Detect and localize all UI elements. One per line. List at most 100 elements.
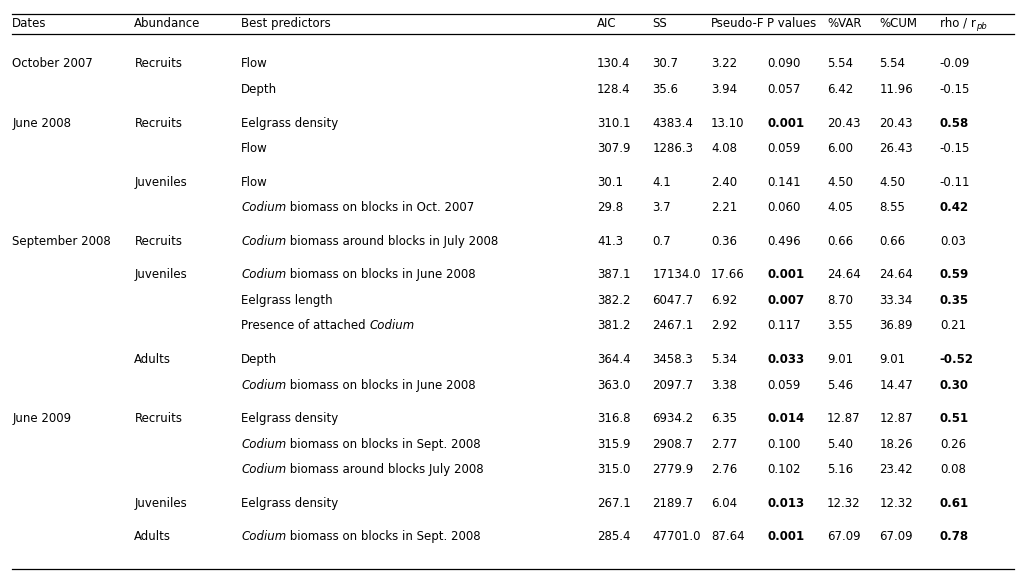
- Text: Recruits: Recruits: [134, 412, 183, 425]
- Text: 0.21: 0.21: [940, 320, 965, 332]
- Text: %VAR: %VAR: [827, 17, 862, 30]
- Text: 0.001: 0.001: [767, 116, 804, 130]
- Text: 130.4: 130.4: [597, 57, 631, 71]
- Text: 307.9: 307.9: [597, 142, 631, 155]
- Text: AIC: AIC: [597, 17, 617, 30]
- Text: 6047.7: 6047.7: [653, 294, 694, 307]
- Text: Codium: Codium: [241, 201, 286, 214]
- Text: Flow: Flow: [241, 57, 268, 71]
- Text: 0.61: 0.61: [940, 497, 969, 510]
- Text: 0.007: 0.007: [767, 294, 804, 307]
- Text: 2097.7: 2097.7: [653, 379, 694, 391]
- Text: 0.36: 0.36: [711, 234, 737, 248]
- Text: 0.26: 0.26: [940, 438, 965, 450]
- Text: 0.35: 0.35: [940, 294, 969, 307]
- Text: 5.40: 5.40: [827, 438, 853, 450]
- Text: 382.2: 382.2: [597, 294, 631, 307]
- Text: 316.8: 316.8: [597, 412, 631, 425]
- Text: Best predictors: Best predictors: [241, 17, 330, 30]
- Text: biomass on blocks in June 2008: biomass on blocks in June 2008: [286, 268, 476, 281]
- Text: Abundance: Abundance: [134, 17, 201, 30]
- Text: October 2007: October 2007: [12, 57, 93, 71]
- Text: 0.496: 0.496: [767, 234, 801, 248]
- Text: 128.4: 128.4: [597, 83, 631, 96]
- Text: 12.87: 12.87: [879, 412, 913, 425]
- Text: biomass on blocks in Oct. 2007: biomass on blocks in Oct. 2007: [286, 201, 475, 214]
- Text: biomass around blocks in July 2008: biomass around blocks in July 2008: [286, 234, 499, 248]
- Text: biomass on blocks in June 2008: biomass on blocks in June 2008: [286, 379, 476, 391]
- Text: Flow: Flow: [241, 175, 268, 189]
- Text: 5.54: 5.54: [827, 57, 853, 71]
- Text: Codium: Codium: [241, 234, 286, 248]
- Text: 0.51: 0.51: [940, 412, 969, 425]
- Text: 30.7: 30.7: [653, 57, 678, 71]
- Text: 0.30: 0.30: [940, 379, 969, 391]
- Text: 18.26: 18.26: [879, 438, 913, 450]
- Text: 4.1: 4.1: [653, 175, 671, 189]
- Text: 6.00: 6.00: [827, 142, 853, 155]
- Text: June 2009: June 2009: [12, 412, 72, 425]
- Text: -0.09: -0.09: [940, 57, 971, 71]
- Text: Codium: Codium: [241, 463, 286, 477]
- Text: 47701.0: 47701.0: [653, 530, 701, 543]
- Text: 4.50: 4.50: [879, 175, 905, 189]
- Text: 0.141: 0.141: [767, 175, 801, 189]
- Text: Juveniles: Juveniles: [134, 175, 187, 189]
- Text: -0.11: -0.11: [940, 175, 971, 189]
- Text: 0.059: 0.059: [767, 142, 801, 155]
- Text: Depth: Depth: [241, 353, 277, 366]
- Text: 0.42: 0.42: [940, 201, 969, 214]
- Text: September 2008: September 2008: [12, 234, 111, 248]
- Text: Dates: Dates: [12, 17, 47, 30]
- Text: Recruits: Recruits: [134, 234, 183, 248]
- Text: Eelgrass density: Eelgrass density: [241, 497, 339, 510]
- Text: 2.40: 2.40: [711, 175, 737, 189]
- Text: 0.001: 0.001: [767, 268, 804, 281]
- Text: Presence of attached: Presence of attached: [241, 320, 369, 332]
- Text: 8.55: 8.55: [879, 201, 905, 214]
- Text: 6.04: 6.04: [711, 497, 737, 510]
- Text: rho / r: rho / r: [940, 17, 976, 30]
- Text: 0.057: 0.057: [767, 83, 801, 96]
- Text: 363.0: 363.0: [597, 379, 631, 391]
- Text: 315.9: 315.9: [597, 438, 631, 450]
- Text: 0.060: 0.060: [767, 201, 801, 214]
- Text: 67.09: 67.09: [827, 530, 861, 543]
- Text: 24.64: 24.64: [827, 268, 861, 281]
- Text: 4383.4: 4383.4: [653, 116, 694, 130]
- Text: 20.43: 20.43: [879, 116, 913, 130]
- Text: 0.102: 0.102: [767, 463, 801, 477]
- Text: Recruits: Recruits: [134, 116, 183, 130]
- Text: 3.38: 3.38: [711, 379, 737, 391]
- Text: -0.15: -0.15: [940, 83, 971, 96]
- Text: Codium: Codium: [241, 268, 286, 281]
- Text: 2189.7: 2189.7: [653, 497, 694, 510]
- Text: biomass on blocks in Sept. 2008: biomass on blocks in Sept. 2008: [286, 530, 481, 543]
- Text: -0.15: -0.15: [940, 142, 971, 155]
- Text: 5.34: 5.34: [711, 353, 737, 366]
- Text: Eelgrass length: Eelgrass length: [241, 294, 332, 307]
- Text: 3.55: 3.55: [827, 320, 853, 332]
- Text: 23.42: 23.42: [879, 463, 913, 477]
- Text: 0.08: 0.08: [940, 463, 965, 477]
- Text: 0.033: 0.033: [767, 353, 804, 366]
- Text: biomass on blocks in Sept. 2008: biomass on blocks in Sept. 2008: [286, 438, 481, 450]
- Text: 3.94: 3.94: [711, 83, 737, 96]
- Text: SS: SS: [653, 17, 667, 30]
- Text: 36.89: 36.89: [879, 320, 913, 332]
- Text: 41.3: 41.3: [597, 234, 623, 248]
- Text: Codium: Codium: [241, 379, 286, 391]
- Text: 24.64: 24.64: [879, 268, 913, 281]
- Text: 0.001: 0.001: [767, 530, 804, 543]
- Text: Recruits: Recruits: [134, 57, 183, 71]
- Text: 2908.7: 2908.7: [653, 438, 694, 450]
- Text: 0.100: 0.100: [767, 438, 801, 450]
- Text: 2.92: 2.92: [711, 320, 738, 332]
- Text: Juveniles: Juveniles: [134, 268, 187, 281]
- Text: 17.66: 17.66: [711, 268, 745, 281]
- Text: 33.34: 33.34: [879, 294, 913, 307]
- Text: Eelgrass density: Eelgrass density: [241, 116, 339, 130]
- Text: 8.70: 8.70: [827, 294, 853, 307]
- Text: 5.54: 5.54: [879, 57, 905, 71]
- Text: 5.46: 5.46: [827, 379, 853, 391]
